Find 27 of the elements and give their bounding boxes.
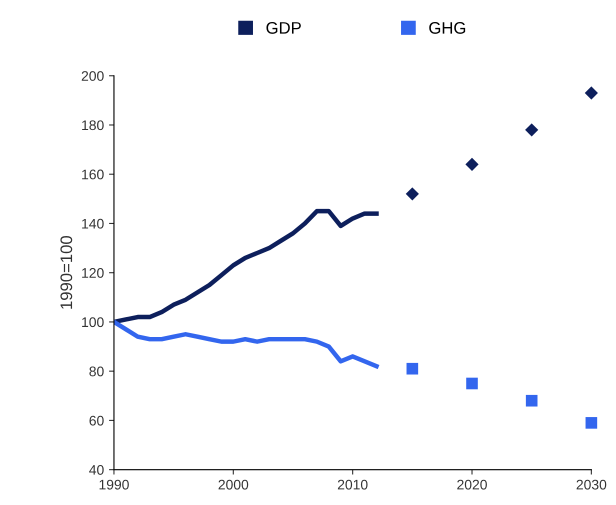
point (525, 123, 538, 136)
y-axis-title: 1990=100 (60, 236, 72, 309)
point (466, 378, 478, 390)
line-series (114, 320, 379, 368)
point (406, 187, 419, 201)
y-tick-label: 200 (82, 71, 104, 81)
x-tick-label: 2000 (218, 480, 248, 490)
point (584, 86, 598, 100)
y-tick-label: 100 (82, 317, 104, 328)
line-series (114, 208, 379, 324)
point (465, 158, 479, 171)
legend-label: GHG (429, 22, 466, 34)
y-tick-label: 80 (89, 366, 104, 376)
y-tick-label: 160 (82, 170, 104, 180)
y-tick-label: 40 (89, 464, 104, 475)
x-tick-label: 2030 (576, 480, 606, 490)
point (586, 417, 598, 429)
x-tick-label: 2010 (338, 480, 368, 490)
y-tick-label: 140 (82, 218, 104, 229)
y-tick-label: 60 (89, 416, 104, 426)
legend-label: GDP (266, 22, 301, 34)
x-tick-label: 1990 (100, 480, 129, 490)
point (406, 362, 418, 375)
y-tick-label: 120 (82, 268, 104, 278)
x-tick-label: 2020 (457, 480, 487, 490)
point (526, 394, 538, 407)
y-tick-label: 180 (82, 120, 104, 130)
